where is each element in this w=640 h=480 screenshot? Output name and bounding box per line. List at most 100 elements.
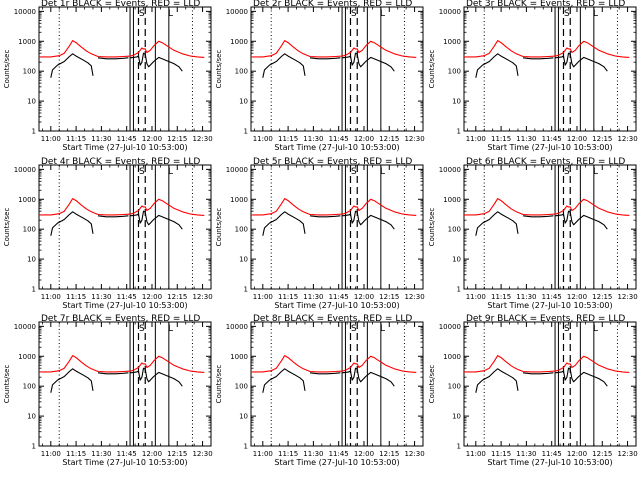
- y-tick-label: 1000: [18, 38, 36, 46]
- x-tick-label: 11:00: [466, 135, 486, 143]
- y-tick-label: 10000: [439, 166, 461, 174]
- y-tick-label: 1: [457, 128, 461, 136]
- x-tick-label: 12:30: [404, 293, 424, 301]
- marker-label-s: S: [351, 324, 357, 334]
- y-tick-label: 100: [23, 226, 36, 234]
- x-axis-title: Start Time (27-Jul-10 10:53:00): [274, 458, 399, 467]
- x-tick-label: 11:45: [329, 135, 349, 143]
- x-tick-label: 12:00: [567, 293, 587, 301]
- marker-label-s: S: [139, 167, 145, 177]
- y-tick-label: 1: [244, 286, 248, 294]
- y-tick-label: 10: [239, 256, 248, 264]
- x-tick-label: 11:30: [516, 293, 536, 301]
- x-tick-label: 11:45: [542, 135, 562, 143]
- panel-6: Det 6r BLACK = Events, RED = LLD 1 10 100 10…: [428, 157, 638, 310]
- series-events-line: [342, 210, 395, 230]
- x-tick-label: 12:00: [354, 450, 374, 458]
- series-events-line: [97, 57, 129, 60]
- panel-title: Det 7r BLACK = Events, RED = LLD: [41, 314, 200, 324]
- x-tick-label: 11:15: [66, 450, 86, 458]
- panel-title: Det 1r BLACK = Events, RED = LLD: [41, 0, 200, 9]
- x-tick-label: 12:00: [354, 293, 374, 301]
- marker-label-l: L: [380, 9, 385, 19]
- x-tick-label: 11:15: [491, 135, 511, 143]
- x-tick-label: 12:30: [404, 450, 424, 458]
- x-tick-label: 11:00: [41, 293, 61, 301]
- x-tick-label: 11:00: [253, 293, 273, 301]
- marker-label-s: S: [351, 9, 357, 19]
- x-tick-label: 12:15: [379, 135, 399, 143]
- marker-label-s: S: [351, 167, 357, 177]
- y-tick-label: 1: [244, 128, 248, 136]
- series-events-line: [342, 367, 395, 387]
- series-lld-line: [39, 355, 205, 373]
- x-tick-label: 12:15: [592, 135, 612, 143]
- y-axis-title: Counts/sec: [3, 208, 11, 247]
- y-tick-label: 10: [239, 98, 248, 106]
- y-tick-label: 10000: [226, 8, 248, 16]
- x-tick-label: 12:00: [354, 135, 374, 143]
- y-tick-label: 10000: [439, 8, 461, 16]
- x-axis-title: Start Time (27-Jul-10 10:53:00): [274, 301, 399, 310]
- panel-3: Det 3r BLACK = Events, RED = LLD 1 10 100 10…: [428, 0, 638, 152]
- x-tick-label: 11:15: [278, 450, 298, 458]
- marker-label-s: S: [139, 9, 145, 19]
- y-tick-label: 1000: [443, 38, 461, 46]
- x-tick-label: 12:00: [142, 450, 162, 458]
- y-tick-label: 1000: [230, 38, 248, 46]
- y-tick-label: 100: [235, 68, 248, 76]
- y-axis-title: Counts/sec: [3, 50, 11, 89]
- y-tick-label: 1: [32, 443, 36, 451]
- y-axis-title: Counts/sec: [428, 50, 436, 89]
- y-tick-label: 100: [448, 68, 461, 76]
- x-tick-label: 11:45: [117, 293, 137, 301]
- x-tick-label: 11:45: [117, 450, 137, 458]
- y-axis-title: Counts/sec: [3, 365, 11, 404]
- x-tick-label: 11:45: [542, 293, 562, 301]
- x-tick-label: 12:30: [617, 450, 637, 458]
- y-tick-label: 10: [452, 98, 461, 106]
- series-events-line: [342, 52, 395, 72]
- plot-frame: [463, 6, 637, 132]
- series-lld-line: [39, 198, 205, 216]
- x-tick-label: 12:30: [192, 450, 212, 458]
- plot-frame: [250, 6, 424, 132]
- x-tick-label: 11:45: [542, 450, 562, 458]
- x-tick-label: 11:15: [278, 135, 298, 143]
- x-tick-label: 11:45: [329, 293, 349, 301]
- marker-label-s: S: [564, 167, 570, 177]
- x-tick-label: 12:15: [592, 450, 612, 458]
- panel-2: Det 2r BLACK = Events, RED = LLD 1 10 100 10…: [215, 0, 425, 152]
- plot-frame: [38, 164, 212, 290]
- y-tick-label: 10000: [226, 166, 248, 174]
- y-tick-label: 10000: [14, 323, 36, 331]
- plot-frame: [463, 321, 637, 447]
- series-events-line: [50, 211, 94, 236]
- marker-label-s: S: [564, 324, 570, 334]
- x-tick-label: 12:00: [567, 450, 587, 458]
- y-tick-label: 1: [32, 286, 36, 294]
- x-tick-label: 12:15: [167, 293, 187, 301]
- y-tick-label: 10000: [226, 323, 248, 331]
- x-tick-label: 12:15: [167, 135, 187, 143]
- y-tick-label: 10000: [14, 8, 36, 16]
- y-tick-label: 1000: [230, 353, 248, 361]
- y-tick-label: 10: [452, 413, 461, 421]
- series-events-line: [555, 210, 608, 230]
- series-events-line: [262, 211, 306, 236]
- plot-frame: [463, 164, 637, 290]
- panel-title: Det 3r BLACK = Events, RED = LLD: [466, 0, 625, 9]
- series-events-line: [50, 368, 94, 393]
- x-axis-title: Start Time (27-Jul-10 10:53:00): [274, 143, 399, 152]
- panel-7: Det 7r BLACK = Events, RED = LLD 1 10 100 10…: [3, 314, 213, 467]
- series-events-line: [309, 215, 341, 218]
- x-tick-label: 11:30: [516, 450, 536, 458]
- x-tick-label: 11:30: [303, 135, 323, 143]
- series-events-line: [262, 368, 306, 393]
- y-tick-label: 10: [27, 256, 36, 264]
- x-tick-label: 12:15: [592, 293, 612, 301]
- marker-label-s: S: [139, 324, 145, 334]
- series-events-line: [130, 210, 183, 230]
- x-tick-label: 12:30: [192, 135, 212, 143]
